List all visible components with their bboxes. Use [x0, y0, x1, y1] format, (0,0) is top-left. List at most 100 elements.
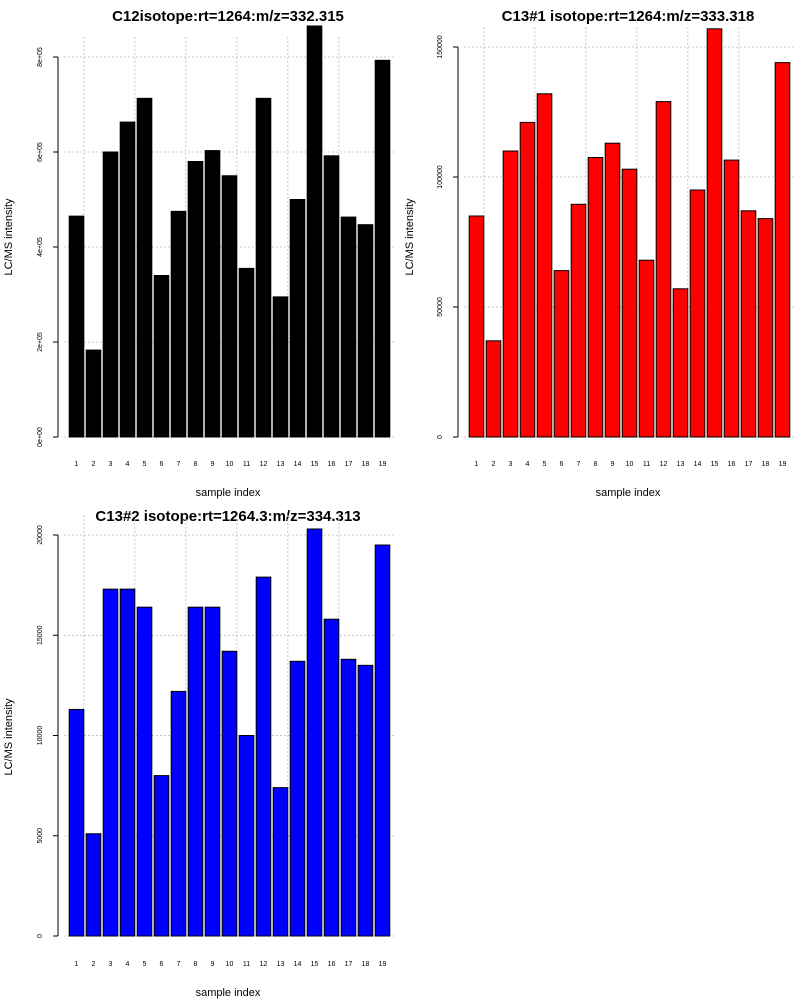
chart-title: C13#2 isotope:rt=1264.3:m/z=334.313 — [95, 508, 360, 525]
bar-15 — [706, 28, 723, 438]
bar-17 — [740, 210, 757, 438]
x-tick-label: 18 — [762, 461, 770, 468]
x-tick-label: 17 — [345, 961, 353, 968]
bar-7 — [170, 210, 187, 438]
x-tick-label: 9 — [211, 961, 215, 968]
x-tick-label: 8 — [194, 461, 198, 468]
x-tick-label: 14 — [294, 961, 302, 968]
bar-10 — [621, 168, 638, 438]
x-tick-label: 1 — [75, 461, 79, 468]
bar-7 — [170, 690, 187, 937]
x-tick-label: 9 — [211, 461, 215, 468]
bar-4 — [519, 121, 536, 438]
bars — [68, 25, 391, 438]
y-tick-label: 50000 — [437, 297, 444, 317]
x-tick-label: 11 — [643, 461, 650, 468]
x-tick-label: 12 — [260, 961, 268, 968]
bar-5 — [136, 606, 153, 937]
x-tick-label: 8 — [594, 461, 598, 468]
x-tick-label: 14 — [294, 461, 302, 468]
y-tick-label: 15000 — [37, 625, 44, 645]
bar-16 — [723, 159, 740, 438]
bar-3 — [102, 588, 119, 937]
x-tick-label: 18 — [362, 961, 370, 968]
axes: 1 2 3 4 5 6 7 8 9 10 11 12 13 14 15 16 17 18 1905000100001… — [37, 525, 386, 968]
x-tick-label: 10 — [226, 961, 234, 968]
x-tick-label: 17 — [745, 461, 753, 468]
x-tick-label: 19 — [779, 461, 787, 468]
x-tick-label: 10 — [226, 461, 234, 468]
bars — [68, 528, 391, 937]
bar-4 — [119, 121, 136, 438]
bar-16 — [323, 618, 340, 937]
bar-3 — [502, 150, 519, 438]
x-tick-label: 19 — [379, 461, 387, 468]
x-tick-label: 5 — [543, 461, 547, 468]
bar-9 — [604, 142, 621, 438]
bar-2 — [85, 833, 102, 937]
bar-12 — [655, 101, 672, 438]
y-tick-label: 5000 — [37, 828, 44, 844]
x-tick-label: 2 — [92, 461, 96, 468]
bar-18 — [357, 664, 374, 937]
x-tick-label: 7 — [177, 961, 181, 968]
y-tick-label: 150000 — [437, 35, 444, 58]
bar-13 — [672, 288, 689, 438]
x-tick-label: 9 — [611, 461, 615, 468]
bar-8 — [187, 161, 204, 438]
axes: 1 2 3 4 5 6 7 8 9 10 11 12 13 14 15 16 17 18 1905000010000… — [437, 35, 786, 468]
bar-16 — [323, 155, 340, 438]
bar-5 — [136, 97, 153, 438]
y-axis-label: LC/MS intensity — [3, 198, 15, 276]
x-tick-label: 13 — [277, 961, 285, 968]
chart-title: C12isotope:rt=1264:m/z=332.315 — [112, 8, 344, 25]
x-tick-label: 19 — [379, 961, 387, 968]
bar-19 — [774, 62, 791, 438]
x-tick-label: 4 — [126, 461, 130, 468]
bar-18 — [357, 224, 374, 438]
bar-13 — [272, 787, 289, 937]
y-tick-label: 0 — [37, 934, 44, 938]
bar-12 — [255, 576, 272, 937]
y-tick-label: 4e+05 — [37, 237, 44, 257]
x-tick-label: 12 — [660, 461, 668, 468]
y-tick-label: 0 — [437, 435, 444, 439]
x-tick-label: 1 — [475, 461, 479, 468]
chart-panel-c12: C12isotope:rt=1264:m/z=332.315 LC/MS int… — [3, 8, 395, 499]
bar-1 — [68, 708, 85, 937]
x-tick-label: 4 — [126, 961, 130, 968]
x-tick-label: 15 — [711, 461, 719, 468]
x-tick-label: 1 — [75, 961, 79, 968]
x-tick-label: 16 — [328, 961, 336, 968]
bar-17 — [340, 658, 357, 937]
x-tick-label: 18 — [362, 461, 370, 468]
bar-14 — [289, 199, 306, 438]
x-tick-label: 16 — [728, 461, 736, 468]
x-tick-label: 4 — [526, 461, 530, 468]
y-tick-label: 6e+05 — [37, 142, 44, 162]
chart-title: C13#1 isotope:rt=1264:m/z=333.318 — [502, 8, 755, 25]
bar-11 — [238, 735, 255, 937]
bar-8 — [187, 606, 204, 937]
x-tick-label: 11 — [243, 961, 250, 968]
x-tick-label: 14 — [694, 461, 702, 468]
bar-3 — [102, 151, 119, 438]
x-axis-label: sample index — [196, 487, 261, 499]
x-tick-label: 13 — [677, 461, 685, 468]
bar-18 — [757, 218, 774, 438]
bar-8 — [587, 157, 604, 438]
bar-7 — [570, 203, 587, 438]
bar-11 — [238, 267, 255, 438]
bar-10 — [221, 650, 238, 937]
x-tick-label: 16 — [328, 461, 336, 468]
x-tick-label: 7 — [577, 461, 581, 468]
bar-2 — [85, 349, 102, 438]
x-tick-label: 3 — [509, 461, 513, 468]
bar-13 — [272, 296, 289, 438]
x-tick-label: 6 — [160, 961, 164, 968]
bar-4 — [119, 588, 136, 937]
chart-panel-c13-1: C13#1 isotope:rt=1264:m/z=333.318 LC/MS … — [404, 8, 795, 499]
x-axis-label: sample index — [196, 987, 261, 999]
y-axis-label: LC/MS intensity — [3, 698, 15, 776]
